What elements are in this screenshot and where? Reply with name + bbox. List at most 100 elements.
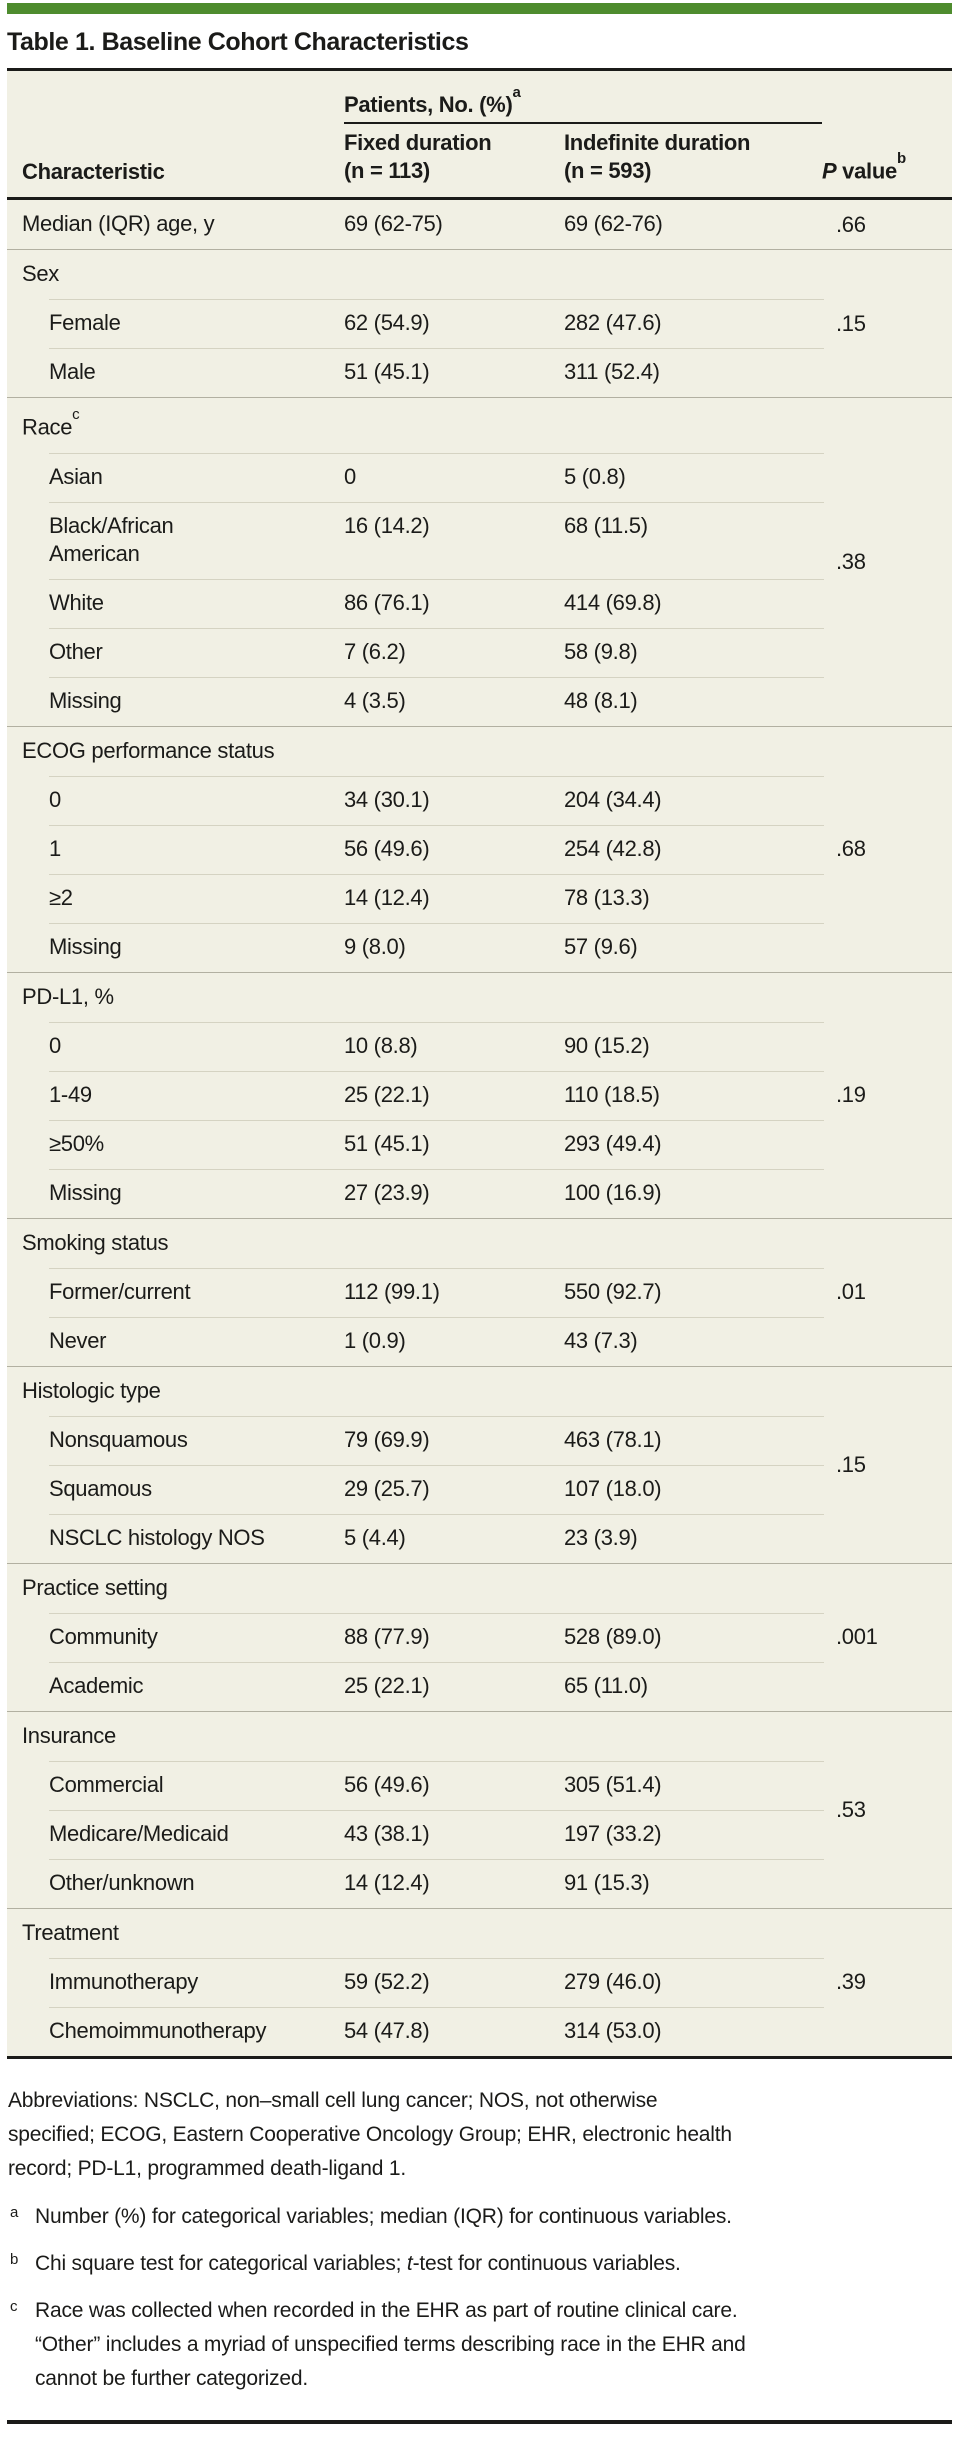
row-label: Male — [49, 359, 96, 385]
indefinite-duration-value: 5 (0.8) — [564, 463, 626, 489]
table-header: Characteristic Patients, No. (%)a Fixed … — [7, 71, 952, 201]
table-row: 1 56 (49.6) 254 (42.8) — [7, 824, 824, 874]
section-header-label: Smoking status — [22, 1229, 169, 1255]
table-row: Immunotherapy 59 (52.2) 279 (46.0) — [7, 1957, 824, 2007]
fixed-duration-value: 88 (77.9) — [344, 1623, 430, 1649]
indefinite-duration-value: 107 (18.0) — [564, 1475, 662, 1501]
row-label: Median (IQR) age, y — [22, 211, 215, 237]
section-rows: Histologic type Nonsquamous 79 (69.9) 463 (… — [7, 1367, 824, 1563]
section-header-row: Treatment — [7, 1909, 824, 1958]
table-section: PD-L1, % 0 10 (8.8) 90 (15.2) 1-49 25 (22.1) 1… — [7, 971, 952, 1218]
fixed-duration-value: 79 (69.9) — [344, 1426, 430, 1452]
table-row: Never 1 (0.9) 43 (7.3) — [7, 1316, 824, 1366]
fixed-duration-value: 14 (12.4) — [344, 884, 430, 910]
table-section: Practice setting Community 88 (77.9) 528 (8… — [7, 1562, 952, 1711]
column-header-fixed-duration: Fixed duration (n = 113) — [344, 130, 492, 184]
indefinite-duration-value: 204 (34.4) — [564, 786, 662, 812]
section-header-row: Smoking status — [7, 1219, 824, 1268]
row-label: Medicare/Medicaid — [49, 1820, 229, 1846]
section-header-row: Sex — [7, 250, 824, 299]
p-value: .66 — [836, 211, 866, 237]
fixed-duration-value: 25 (22.1) — [344, 1672, 430, 1698]
table-row: Black/African American 16 (14.2) 68 (11.5) — [7, 501, 824, 579]
section-header-row: Insurance — [7, 1712, 824, 1761]
section-header-label: Treatment — [22, 1919, 119, 1945]
table-section: Smoking status Former/current 112 (99.1) 55… — [7, 1217, 952, 1366]
section-header-label: Sex — [22, 261, 60, 287]
section-header-row: ECOG performance status — [7, 727, 824, 776]
indefinite-duration-value: 48 (8.1) — [564, 687, 638, 713]
indefinite-duration-value: 57 (9.6) — [564, 933, 638, 959]
footnote-ref-a: a — [512, 84, 521, 101]
row-label: Community — [49, 1623, 158, 1649]
section-rows: Practice setting Community 88 (77.9) 528 (8… — [7, 1564, 824, 1711]
section-header-label: Racec — [22, 406, 80, 440]
footnote-marker-b: b — [10, 2251, 19, 2268]
table-row: Missing 4 (3.5) 48 (8.1) — [7, 676, 824, 726]
table-section: ECOG performance status 0 34 (30.1) 204 (34… — [7, 725, 952, 972]
fixed-duration-value: 59 (52.2) — [344, 1968, 430, 1994]
fixed-duration-value: 56 (49.6) — [344, 1771, 430, 1797]
accent-top-bar — [7, 3, 952, 14]
footnote-text: t — [406, 2252, 413, 2275]
p-value: .01 — [836, 1279, 866, 1305]
footnotes-block: Abbreviations: NSCLC, non–small cell lun… — [8, 2084, 952, 2409]
row-label: 1-49 — [49, 1081, 92, 1107]
fixed-duration-value: 4 (3.5) — [344, 687, 406, 713]
fixed-duration-value: 5 (4.4) — [344, 1524, 406, 1550]
fixed-duration-value: 9 (8.0) — [344, 933, 406, 959]
row-label: ≥2 — [49, 884, 73, 910]
table-section: Histologic type Nonsquamous 79 (69.9) 463 (… — [7, 1365, 952, 1563]
section-header-row: Racec — [7, 398, 824, 452]
indefinite-duration-value: 314 (53.0) — [564, 2017, 662, 2043]
section-rows: Treatment Immunotherapy 59 (52.2) 279 (46.0… — [7, 1909, 824, 2056]
footnote-a: a Number (%) for categorical variables; m… — [8, 2200, 952, 2234]
p-value: .001 — [836, 1624, 878, 1650]
section-header-label: PD-L1, % — [22, 983, 114, 1009]
table-row: ≥50% 51 (45.1) 293 (49.4) — [7, 1119, 824, 1169]
indefinite-duration-value: 58 (9.8) — [564, 638, 638, 664]
fixed-duration-value: 34 (30.1) — [344, 786, 430, 812]
fixed-duration-value: 29 (25.7) — [344, 1475, 430, 1501]
abbreviations-note: Abbreviations: NSCLC, non–small cell lun… — [8, 2089, 732, 2180]
fixed-duration-value: 51 (45.1) — [344, 359, 430, 385]
footnote-ref-c: c — [72, 406, 80, 424]
table-section: Sex Female 62 (54.9) 282 (47.6) Male 51 (45.1… — [7, 249, 952, 397]
row-label: Missing — [49, 1179, 122, 1205]
row-label: 0 — [49, 1032, 61, 1058]
fixed-duration-value: 7 (6.2) — [344, 638, 406, 664]
row-label: 1 — [49, 835, 61, 861]
section-header-row: Practice setting — [7, 1564, 824, 1613]
row-label: Never — [49, 1327, 107, 1353]
p-value: .15 — [836, 310, 866, 336]
indefinite-duration-value: 293 (49.4) — [564, 1130, 662, 1156]
table-row: White 86 (76.1) 414 (69.8) — [7, 578, 824, 628]
table-section: Insurance Commercial 56 (49.6) 305 (51.4) Me… — [7, 1710, 952, 1908]
table-body: Median (IQR) age, y 69 (62-75) 69 (62-76).… — [7, 200, 952, 2055]
footnote-text: Race was collected when recorded in the … — [35, 2299, 746, 2390]
table-row: 1-49 25 (22.1) 110 (18.5) — [7, 1070, 824, 1120]
fixed-duration-value: 86 (76.1) — [344, 589, 430, 615]
row-label: Squamous — [49, 1475, 152, 1501]
table-row: Other 7 (6.2) 58 (9.8) — [7, 627, 824, 677]
indefinite-duration-value: 68 (11.5) — [564, 512, 648, 538]
row-label: Other — [49, 638, 103, 664]
footnote-marker-a: a — [10, 2204, 19, 2221]
table-row: Other/unknown 14 (12.4) 91 (15.3) — [7, 1858, 824, 1908]
indefinite-duration-value: 463 (78.1) — [564, 1426, 662, 1452]
footnote-text: Number (%) for categorical variables; me… — [35, 2205, 732, 2228]
footnote-text: -test for continuous variables. — [412, 2252, 681, 2275]
lettered-footnotes: a Number (%) for categorical variables; m… — [8, 2200, 952, 2396]
row-label: Academic — [49, 1672, 144, 1698]
p-value: .39 — [836, 1969, 866, 1995]
row-label: Commercial — [49, 1771, 164, 1797]
row-label: Other/unknown — [49, 1869, 195, 1895]
fixed-duration-value: 112 (99.1) — [344, 1278, 440, 1304]
indefinite-duration-value: 43 (7.3) — [564, 1327, 638, 1353]
indefinite-duration-value: 65 (11.0) — [564, 1672, 648, 1698]
footnote-text: Chi square test for categorical variable… — [35, 2252, 407, 2275]
fixed-duration-value: 14 (12.4) — [344, 1869, 430, 1895]
indefinite-duration-value: 100 (16.9) — [564, 1179, 662, 1205]
p-value: .15 — [836, 1451, 866, 1477]
